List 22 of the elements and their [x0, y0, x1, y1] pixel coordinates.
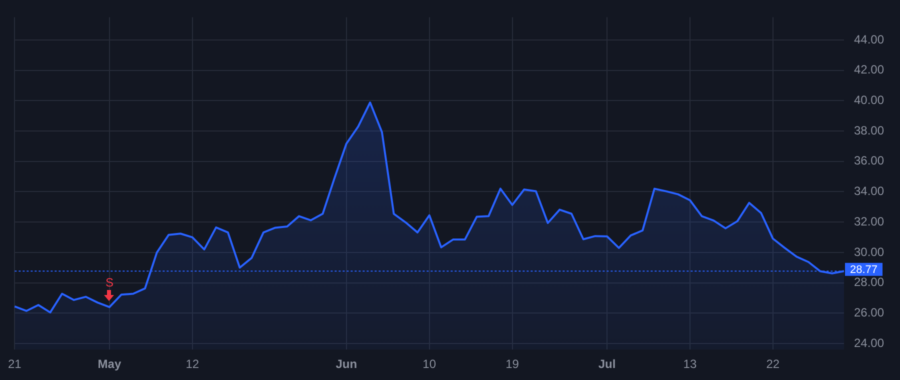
y-tick-label: 28.00 — [854, 275, 884, 290]
y-tick-label: 30.00 — [854, 244, 884, 259]
x-tick-label: 10 — [422, 357, 436, 372]
y-tick-label: 24.00 — [854, 336, 884, 350]
x-tick-label: 12 — [186, 357, 200, 372]
y-tick-label: 42.00 — [854, 62, 884, 77]
x-tick-label: May — [98, 357, 122, 372]
x-tick-label: 13 — [683, 357, 697, 372]
x-tick-label: 21 — [8, 357, 22, 372]
y-tick-label: 36.00 — [854, 154, 884, 168]
x-tick-label: 22 — [766, 357, 780, 372]
y-tick-label: 26.00 — [854, 305, 884, 320]
x-tick-label: 19 — [506, 357, 520, 372]
y-tick-label: 44.00 — [854, 32, 884, 46]
annotation: S — [105, 275, 114, 290]
y-tick-label: 34.00 — [854, 184, 884, 198]
ref-line-label: 28.77 — [850, 264, 878, 276]
x-tick-label: Jul — [598, 357, 616, 372]
y-tick-label: 40.00 — [854, 92, 884, 107]
y-tick-label: 38.00 — [854, 123, 884, 138]
y-tick-label: 32.00 — [854, 214, 884, 228]
x-tick-label: Jun — [336, 357, 358, 372]
